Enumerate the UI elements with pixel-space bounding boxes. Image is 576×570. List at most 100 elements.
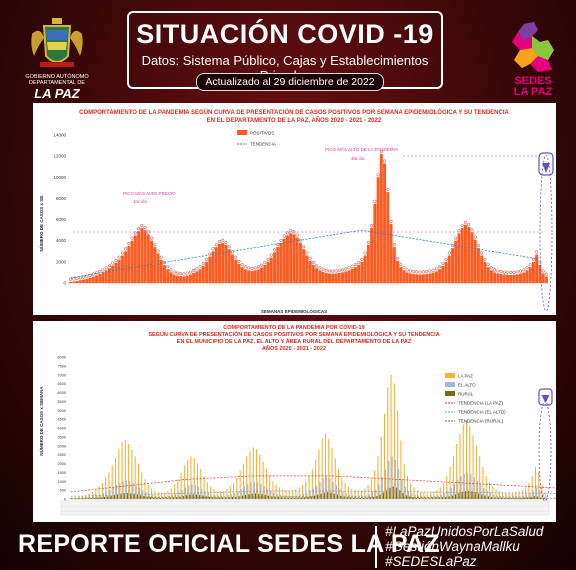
chart1-bar <box>289 233 293 283</box>
chart2-bar-rural <box>317 494 319 499</box>
chart2-bar-lapaz <box>147 484 149 499</box>
chart1-bar <box>107 268 111 283</box>
chart2-bar-elalto <box>467 472 469 499</box>
hashtag: #GestiónWaynaMallku <box>385 539 520 554</box>
chart2-bar-rural <box>478 493 480 499</box>
chart1-bar <box>179 276 183 283</box>
chart2-ytick-label: 2000 <box>58 462 66 466</box>
chart2-bar-rural <box>320 493 322 499</box>
chart2-bar-lapaz <box>75 497 77 499</box>
annotation-first-wave-sub: 1ra ola <box>133 199 147 204</box>
chart2-bar-rural <box>405 495 407 499</box>
chart2-ytick-label: 1500 <box>58 471 66 475</box>
chart2-bar-lapaz <box>137 463 139 499</box>
chart1-data-label-marker <box>515 270 519 274</box>
chart2-bar-lapaz <box>160 492 162 499</box>
chart1-bar <box>363 255 367 283</box>
chart1-bar <box>541 273 545 283</box>
chart1-bar <box>214 247 218 283</box>
chart2-bar-lapaz <box>144 479 146 499</box>
chart2-bar-elalto <box>253 481 255 499</box>
chart2-bar-lapaz <box>521 490 523 499</box>
chart2-bar-lapaz <box>108 472 110 499</box>
annotation-first-wave-text: PICO MÁS ALTO PREVIO <box>123 190 176 196</box>
chart2-bar-lapaz <box>82 495 84 499</box>
chart2-bar-rural <box>409 496 411 499</box>
chart1-bar <box>392 247 396 283</box>
chart2-bar-rural <box>153 497 155 499</box>
chart1-data-label-marker <box>405 268 409 272</box>
chart2-bar-elalto <box>299 494 301 499</box>
chart2-bar-rural <box>435 498 437 499</box>
chart2-bar-rural <box>258 493 260 499</box>
chart2-bar-elalto <box>152 494 154 499</box>
chart2-bar-elalto <box>325 476 328 499</box>
chart1-bar <box>311 265 315 283</box>
chart2-bar-elalto <box>509 496 511 499</box>
chart2-bar-lapaz <box>269 475 271 499</box>
chart1-bar <box>285 235 289 283</box>
chart1-data-label-marker <box>240 263 244 267</box>
chart2-subtitle-1: SEGÚN CURVA DE PRESENTACIÓN DE CASOS POS… <box>148 330 439 338</box>
chart2-bar-lapaz <box>101 483 103 499</box>
chart2-bar-rural <box>268 495 270 499</box>
chart2-bar-rural <box>432 498 434 499</box>
chart1-bar <box>205 261 209 283</box>
chart1-bar <box>473 239 477 283</box>
chart1-bar <box>522 272 526 283</box>
chart1-data-label-marker <box>201 262 205 266</box>
chart2-bar-lapaz <box>538 472 540 499</box>
chart2-bar-elalto <box>204 491 206 499</box>
chart1-data-label-marker <box>463 220 468 224</box>
chart2-bar-elalto <box>234 492 236 499</box>
chart2-bar-elalto <box>171 494 173 499</box>
chart2-bar-rural <box>218 497 220 499</box>
chart2-bar-rural <box>228 497 230 499</box>
chart2-bar-lapaz <box>324 433 326 499</box>
chart1-data-label-marker <box>334 269 338 273</box>
chart2-bar-rural <box>192 494 194 499</box>
chart2-bar-lapaz <box>134 456 136 499</box>
chart2-bar-elalto <box>266 488 269 499</box>
chart1-ytick-label: 10000 <box>53 175 66 180</box>
chart1-ytick-label: 14000 <box>53 133 66 138</box>
chart1-data-label-marker <box>272 248 277 252</box>
chart2-bar-lapaz <box>443 483 445 499</box>
chart2-bar-lapaz <box>528 483 530 499</box>
chart1-bar <box>69 281 73 283</box>
chart2-bar-elalto <box>250 482 252 499</box>
chart1-data-label-marker <box>149 236 154 240</box>
chart1-bar <box>120 255 124 283</box>
chart2-bar-lapaz <box>265 468 267 499</box>
chart1-trend-line <box>70 229 540 279</box>
chart2-bar-lapaz <box>383 413 386 499</box>
chart2-bar-lapaz <box>128 443 130 499</box>
chart2-bar-elalto <box>198 486 200 499</box>
chart1-bar <box>227 249 231 283</box>
chart1-bar <box>260 267 264 283</box>
chart1-bar <box>496 273 500 283</box>
legend-swatch-elalto <box>445 382 455 387</box>
chart2-bar-rural <box>140 495 142 499</box>
chart1-data-label-marker <box>324 268 328 273</box>
chart1-bar <box>192 272 196 283</box>
chart2-bar-elalto <box>440 494 442 499</box>
chart2-bar-lapaz <box>321 438 323 499</box>
chart1-data-label-marker <box>166 265 170 269</box>
chart2-bar-lapaz <box>98 486 100 499</box>
chart1-bar <box>444 261 448 283</box>
chart2-bar-rural <box>215 497 217 499</box>
chart2-bar-elalto <box>371 492 374 499</box>
chart2-bar-lapaz <box>380 436 382 499</box>
chart1-bar <box>218 243 221 283</box>
chart2-bar-elalto <box>132 483 134 499</box>
annotation-fourth-wave-text: PICO MÁS ALTO DE LA PANDEMIA <box>325 146 398 152</box>
chart1-data-label-marker <box>434 267 438 271</box>
chart1-bar <box>117 259 121 283</box>
chart2-bar-lapaz <box>118 449 120 499</box>
chart2-bar-elalto <box>289 495 292 499</box>
chart2-bar-elalto <box>335 485 337 499</box>
chart2-bar-lapaz <box>246 456 248 499</box>
chart1-bar <box>480 255 484 283</box>
chart1-bar <box>253 270 257 283</box>
